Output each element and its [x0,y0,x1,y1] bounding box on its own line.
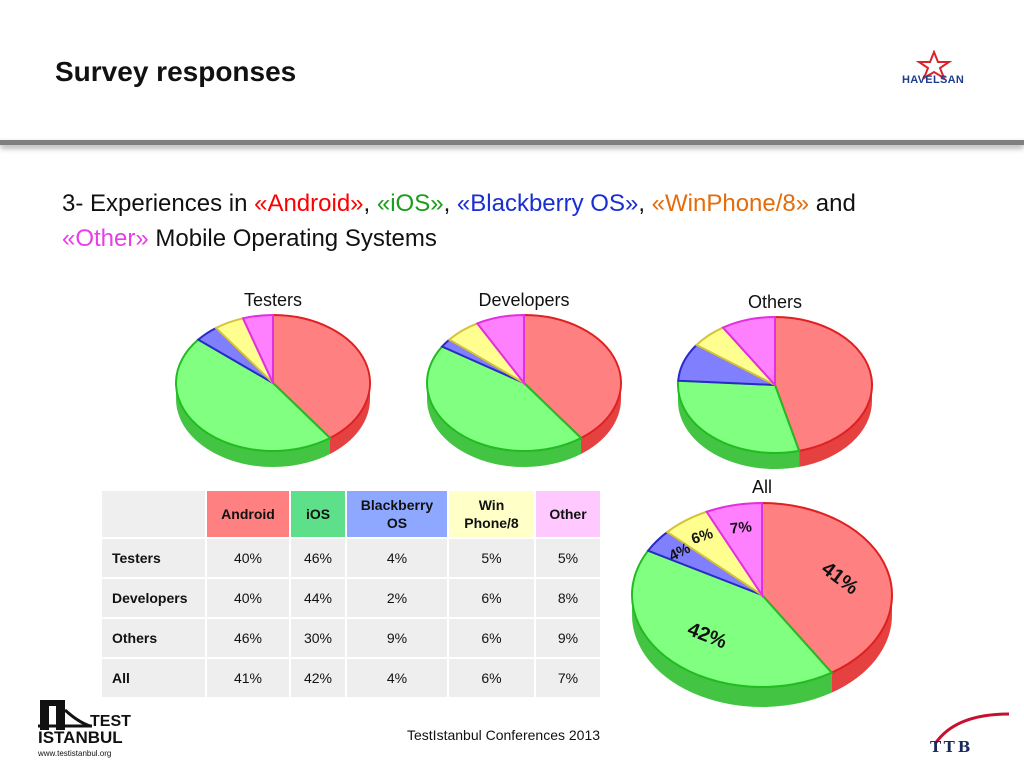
row-label: All [100,657,207,699]
heading-android: «Android» [254,190,364,217]
table-cell: 4% [345,537,449,579]
table-cell: 42% [289,657,347,699]
col-header-win: Win Phone/8 [447,489,536,539]
heading-prefix: 3- Experiences in [62,190,255,217]
table-cell: 5% [447,537,536,579]
pie-testers [175,313,371,467]
header: Survey responses HAVELSAN [0,0,1024,140]
slide-heading: 3- Experiences in «Android», «iOS», «Bla… [62,186,962,256]
results-table: Android iOS Blackberry OS Win Phone/8 Ot… [100,489,602,699]
pie-slice-ios [175,338,332,452]
table-cell: 44% [289,577,347,619]
pie-slice-ios [426,345,583,452]
pie-slice-other [705,501,763,599]
heading-and: and [809,190,856,217]
row-label: Testers [100,537,207,579]
pie-slice-other [475,313,525,386]
table-cell: 40% [205,577,291,619]
page-title: Survey responses [55,56,297,87]
test-logo-line1: TEST [90,713,131,730]
footer-conference: TestIstanbul Conferences 2013 [407,727,601,743]
table-header-row: Android iOS Blackberry OS Win Phone/8 Ot… [100,489,602,539]
col-header-ios: iOS [289,489,347,539]
col-header-bb: Blackberry OS [345,489,449,539]
table-cell: 6% [447,657,536,699]
pie-data-label-win: 6% [689,525,715,548]
heading-suffix: Mobile Operating Systems [148,225,437,252]
pie-side-ios [427,383,582,467]
heading-bb: «Blackberry OS» [456,190,639,217]
pie-data-label-other: 7% [729,518,752,537]
table-row: Developers 40% 44% 2% 6% 8% [100,577,602,619]
ttb-swoosh-icon: TTB [930,712,1010,756]
table-cell: 2% [345,577,449,619]
pie-side-ios [678,385,800,469]
table-cell: 5% [534,537,602,579]
pie-slice-ios [677,379,801,454]
pie-slice-android [774,315,874,452]
heading-sep: , [363,190,377,217]
table-cell: 8% [534,577,602,619]
table-cell: 41% [205,657,291,699]
table-cell: 6% [447,617,536,659]
pie-title-all: All [751,477,772,497]
havelsan-logo: HAVELSAN [896,49,972,92]
table-cell: 7% [534,657,602,699]
header-divider [0,140,1024,145]
table-row: All 41% 42% 4% 6% 7% [100,657,602,699]
table-cell: 9% [534,617,602,659]
col-header-bb-text: Blackberry OS [360,497,434,531]
ttb-logo: TTB [925,710,1015,766]
test-logo-url: www.testistanbul.org [38,749,111,758]
havelsan-logo-text: HAVELSAN [902,74,965,86]
pie-slice-android [523,313,622,440]
heading-other: «Other» [62,225,149,252]
pie-slice-other [721,315,776,388]
havelsan-star-icon [915,49,953,81]
ttb-logo-text: TTB [930,738,973,756]
table-corner [100,489,207,539]
table-row: Testers 40% 46% 4% 5% 5% [100,537,602,579]
table-cell: 4% [345,657,449,699]
row-label: Others [100,617,207,659]
bridge-icon: TEST ISTANBUL www.testistanbul.org [37,700,131,758]
pie-slice-ios [631,549,834,688]
col-header-win-text: Win Phone/8 [464,497,519,531]
table-cell: 9% [345,617,449,659]
table-row: Others 46% 30% 9% 6% 9% [100,617,602,659]
pie-side-android [581,383,621,455]
heading-sep: , [638,190,652,217]
table-cell: 30% [289,617,347,659]
heading-win: «WinPhone/8» [651,190,810,217]
heading-sep: , [443,190,457,217]
pie-developers [426,313,622,467]
pie-title-developers: Developers [478,290,570,310]
table-cell: 46% [205,617,291,659]
pie-slice-android [272,313,371,440]
table-cell: 46% [289,537,347,579]
pie-title-others: Others [747,292,803,312]
row-label: Developers [100,577,207,619]
pie-side-ios [176,383,331,467]
pie-slice-other [241,313,274,384]
table-cell: 6% [447,577,536,619]
test-logo-line2: ISTANBUL [38,728,123,747]
pie-side-android [330,383,370,455]
pie-side-ios [632,595,832,707]
col-header-other: Other [534,489,602,539]
table-cell: 40% [205,537,291,579]
pie-side-android [831,595,892,693]
col-header-android: Android [205,489,291,539]
pie-others [677,315,874,469]
test-istanbul-logo: TEST ISTANBUL www.testistanbul.org [37,696,148,758]
pie-title-testers: Testers [243,290,303,310]
pie-all: 41%42%4%6% 7% [631,501,893,707]
heading-ios: «iOS» [376,190,444,217]
